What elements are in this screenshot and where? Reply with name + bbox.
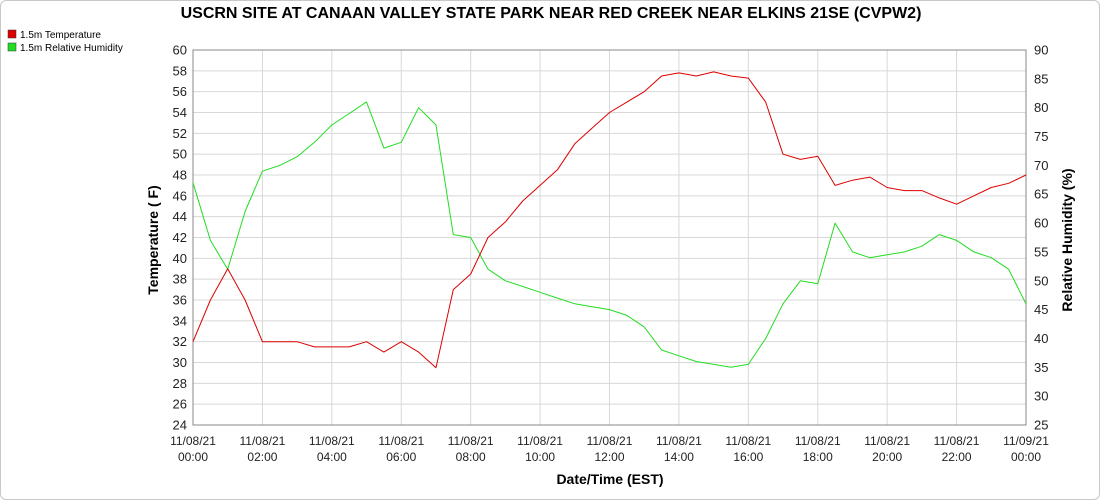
y-tick-label-left: 30: [173, 355, 187, 370]
series-lines: [192, 71, 1027, 369]
y-tick-label-right: 55: [1034, 244, 1048, 259]
x-tick-date-label: 11/08/21: [725, 434, 771, 448]
y-tick-label-left: 44: [173, 209, 187, 224]
x-tick-date-label: 11/08/21: [587, 434, 633, 448]
y-tick-label-right: 40: [1034, 331, 1048, 346]
x-tick-date-label: 11/08/21: [170, 434, 216, 448]
y-tick-label-right: 50: [1034, 273, 1048, 288]
x-tick-date-label: 11/08/21: [934, 434, 980, 448]
legend-swatch-temperature: [7, 29, 17, 39]
y-tick-label-left: 50: [173, 147, 187, 162]
x-axis-label: Date/Time (EST): [556, 471, 663, 487]
y-tick-label-right: 30: [1034, 389, 1048, 404]
x-tick-time-label: 22:00: [942, 450, 972, 464]
y-tick-label-left: 32: [173, 334, 187, 349]
x-tick-time-label: 12:00: [594, 450, 624, 464]
y-tick-label-right: 60: [1034, 216, 1048, 231]
y-axis-left-label: Temperature ( F): [145, 185, 161, 294]
legend-label-humidity: 1.5m Relative Humidity: [20, 43, 123, 54]
x-tick-date-label: 11/09/21: [1003, 434, 1049, 448]
y-tick-label-right: 25: [1034, 418, 1048, 433]
y-tick-label-left: 24: [173, 418, 187, 433]
x-tick-date-label: 11/08/21: [240, 434, 286, 448]
y-tick-label-right: 85: [1034, 71, 1048, 86]
y-tick-label-right: 75: [1034, 129, 1048, 144]
legend-label-temperature: 1.5m Temperature: [20, 30, 101, 41]
y-tick-label-right: 65: [1034, 187, 1048, 202]
x-axis-ticks: 11/08/21 00:00 11/08/21 02:00 11/08/21 04:00 1…: [170, 434, 1049, 464]
y-tick-label-right: 90: [1034, 43, 1048, 58]
x-tick-date-label: 11/08/21: [448, 434, 494, 448]
x-tick-date-label: 11/08/21: [517, 434, 563, 448]
x-tick-date-label: 11/08/21: [864, 434, 910, 448]
grid-lines: [192, 49, 1027, 426]
x-tick-time-label: 00:00: [178, 450, 208, 464]
x-tick-date-label: 11/08/21: [795, 434, 841, 448]
x-tick-time-label: 06:00: [386, 450, 416, 464]
y-tick-label-left: 34: [173, 313, 187, 328]
x-tick-time-label: 02:00: [247, 450, 277, 464]
y-tick-label-left: 58: [173, 63, 187, 78]
y-tick-label-left: 56: [173, 84, 187, 99]
y-tick-label-left: 60: [173, 43, 187, 58]
x-tick-time-label: 08:00: [456, 450, 486, 464]
series-line-temperature: [192, 71, 1027, 369]
y-tick-label-left: 26: [173, 397, 187, 412]
x-tick-time-label: 04:00: [317, 450, 347, 464]
x-tick-date-label: 11/08/21: [309, 434, 355, 448]
y-tick-label-left: 48: [173, 168, 187, 183]
y-tick-label-left: 52: [173, 126, 187, 141]
y-axis-left-ticks: 24 26 28 30 32 34 36 38 40 42 44 46 48 50 52 54 56 58 60: [173, 43, 187, 433]
y-tick-label-left: 38: [173, 272, 187, 287]
legend: 1.5m Temperature 1.5m Relative Humidity: [7, 29, 123, 54]
x-tick-time-label: 20:00: [872, 450, 902, 464]
y-axis-right-label: Relative Humidity (%): [1059, 168, 1075, 311]
y-tick-label-right: 35: [1034, 360, 1048, 375]
x-tick-time-label: 18:00: [803, 450, 833, 464]
x-tick-time-label: 10:00: [525, 450, 555, 464]
y-tick-label-left: 40: [173, 251, 187, 266]
plot-area: [192, 49, 1027, 426]
series-line-relative-humidity: [192, 101, 1027, 368]
x-tick-date-label: 11/08/21: [378, 434, 424, 448]
chart-title: USCRN SITE AT CANAAN VALLEY STATE PARK N…: [181, 5, 922, 22]
x-tick-time-label: 00:00: [1011, 450, 1041, 464]
y-tick-label-left: 54: [173, 105, 187, 120]
x-tick-time-label: 14:00: [664, 450, 694, 464]
y-tick-label-right: 70: [1034, 158, 1048, 173]
y-tick-label-left: 36: [173, 293, 187, 308]
y-tick-label-left: 46: [173, 188, 187, 203]
y-tick-label-right: 45: [1034, 302, 1048, 317]
y-tick-label-left: 28: [173, 376, 187, 391]
legend-swatch-humidity: [7, 42, 17, 52]
x-tick-time-label: 16:00: [733, 450, 763, 464]
x-tick-date-label: 11/08/21: [656, 434, 702, 448]
y-tick-label-left: 42: [173, 230, 187, 245]
y-tick-label-right: 80: [1034, 100, 1048, 115]
y-axis-right-ticks: 25 30 35 40 45 50 55 60 65 70 75 80 85 90: [1034, 43, 1048, 433]
